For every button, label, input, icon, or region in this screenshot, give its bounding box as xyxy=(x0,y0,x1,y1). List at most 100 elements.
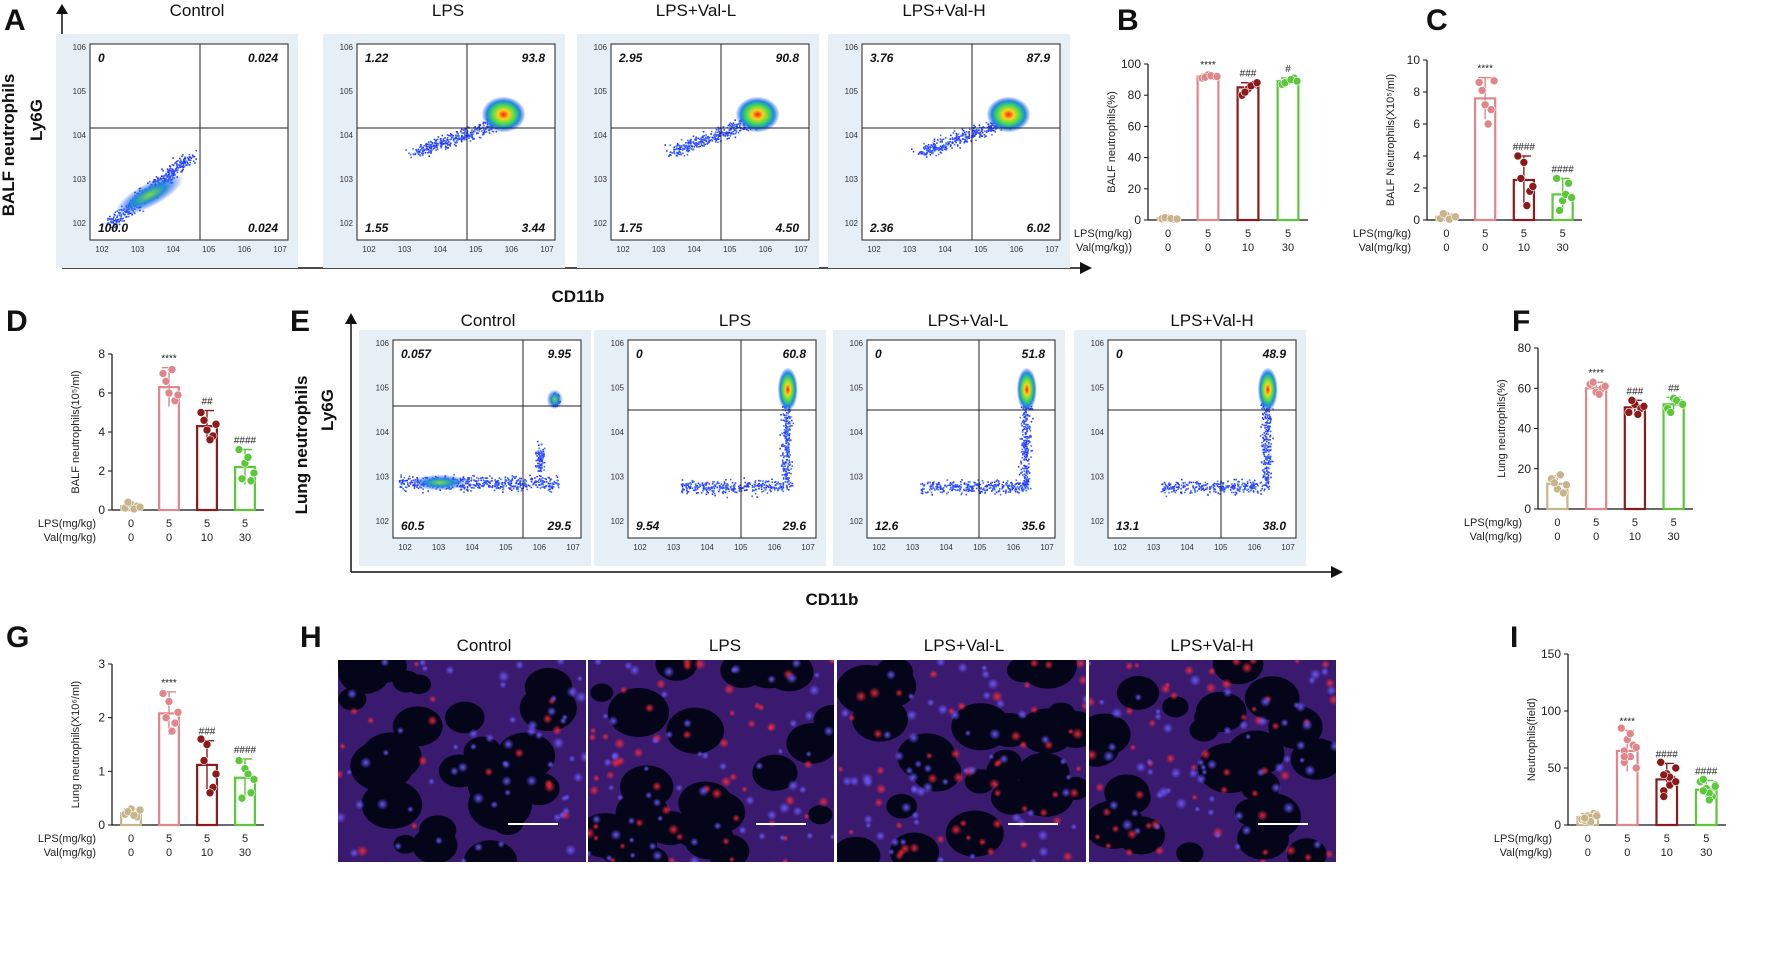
red-cell xyxy=(1205,682,1217,694)
flow-a-x-decade: 105 xyxy=(723,245,737,254)
flow-a-title-lps: LPS xyxy=(432,1,464,20)
data-point xyxy=(205,788,215,798)
flow-a-plot-frame xyxy=(610,43,810,241)
y-tick-label: 6 xyxy=(98,386,105,400)
flow-e-x-decade: 104 xyxy=(701,543,715,552)
data-point xyxy=(1564,178,1573,188)
alveolar-space xyxy=(463,840,518,862)
nucleus xyxy=(786,672,798,684)
significance-mark: **** xyxy=(1200,60,1216,71)
dose-row-label-val: Val(mg/kg)) xyxy=(1076,242,1132,254)
dose-lps-value: 5 xyxy=(166,518,172,530)
nucleus xyxy=(682,718,692,728)
dose-val-value: 10 xyxy=(1518,242,1530,254)
data-point xyxy=(135,805,145,815)
nucleus xyxy=(1121,818,1134,831)
significance-mark: **** xyxy=(1477,64,1493,75)
nucleus xyxy=(1189,674,1202,687)
red-cell xyxy=(1133,662,1140,669)
red-cell xyxy=(1259,858,1267,862)
nucleus xyxy=(1280,718,1289,727)
nucleus xyxy=(962,767,970,774)
red-cell xyxy=(874,798,884,808)
dose-lps-value: 5 xyxy=(166,833,172,845)
y-tick-label: 80 xyxy=(1518,341,1532,355)
dose-lps-value: 5 xyxy=(1560,228,1566,240)
red-cell xyxy=(1102,807,1112,817)
data-point xyxy=(1639,402,1649,411)
y-tick-label: 20 xyxy=(1128,182,1142,196)
y-tick-label: 8 xyxy=(98,347,105,361)
red-cell xyxy=(952,771,965,784)
flow-a-quad-ul: 1.22 xyxy=(365,51,389,65)
nucleus xyxy=(572,772,584,783)
red-cell xyxy=(1256,809,1269,822)
nucleus xyxy=(875,831,886,841)
red-cell xyxy=(592,834,600,842)
red-cell xyxy=(1231,660,1242,667)
red-cell xyxy=(1279,770,1291,781)
nucleus xyxy=(899,838,907,846)
flow-a-x-decade: 102 xyxy=(616,245,630,254)
data-point xyxy=(170,718,180,728)
nucleus xyxy=(941,778,949,786)
alveolar-space xyxy=(752,754,798,791)
data-point xyxy=(1489,76,1499,86)
dose-lps-value: 5 xyxy=(242,518,248,530)
dose-val-value: 30 xyxy=(1668,531,1680,543)
data-point xyxy=(1555,206,1564,215)
nucleus xyxy=(660,690,669,699)
dose-lps-value: 5 xyxy=(1703,833,1709,845)
flow-a-x-decade: 105 xyxy=(974,245,988,254)
data-point xyxy=(1559,488,1568,498)
flow-a-x-decade: 107 xyxy=(794,245,808,254)
red-cell xyxy=(427,715,438,726)
red-cell xyxy=(1069,787,1080,799)
alveolar-space xyxy=(1240,770,1280,802)
alveolar-space xyxy=(350,740,414,792)
nucleus xyxy=(1233,810,1245,821)
y-tick-label: 6 xyxy=(1413,117,1420,131)
nucleus xyxy=(1213,831,1222,839)
nucleus xyxy=(935,660,946,667)
data-point xyxy=(173,390,183,400)
flow-e-x-decade: 107 xyxy=(1040,543,1054,552)
red-cell xyxy=(1051,790,1060,799)
red-cell xyxy=(848,714,856,722)
nucleus xyxy=(575,691,586,703)
flow-a-y-decade: 105 xyxy=(845,87,859,96)
histology-image-0 xyxy=(338,660,586,862)
dose-val-value: 30 xyxy=(1700,847,1712,859)
histology-title-control: Control xyxy=(457,636,512,655)
alveolar-space xyxy=(1314,749,1336,773)
flow-e-x-decade: 105 xyxy=(973,543,987,552)
alveolar-space xyxy=(392,706,443,747)
nucleus xyxy=(501,775,512,787)
data-point xyxy=(1556,470,1565,480)
nucleus xyxy=(550,695,558,703)
nucleus xyxy=(842,776,853,787)
nucleus xyxy=(508,715,517,724)
dose-lps-value: 5 xyxy=(204,518,210,530)
nucleus xyxy=(576,675,583,682)
alveolar-space xyxy=(1116,675,1160,710)
y-tick-label: 4 xyxy=(1413,149,1420,163)
nucleus xyxy=(605,854,613,862)
red-cell xyxy=(1125,661,1134,671)
nucleus xyxy=(656,815,664,822)
nucleus xyxy=(697,785,709,797)
red-cell xyxy=(1077,674,1086,686)
red-cell xyxy=(656,679,666,689)
data-point xyxy=(1594,389,1604,399)
data-point xyxy=(1439,209,1448,218)
flow-a-quad-lr: 6.02 xyxy=(1027,221,1051,235)
flow-e-y-decade: 102 xyxy=(376,517,390,526)
red-cell xyxy=(1207,667,1216,676)
red-cell xyxy=(417,755,428,766)
alveolar-space xyxy=(837,664,899,715)
flow-e-ylabel: Ly6G xyxy=(318,389,337,431)
flow-e-quad-lr: 29.5 xyxy=(547,519,572,533)
flow-e-plot-3: 0 48.9 13.1 38.0 102 103 104 105 106 107 102 103 104… xyxy=(1074,330,1306,566)
data-point xyxy=(1588,377,1598,387)
data-point xyxy=(1627,396,1637,405)
